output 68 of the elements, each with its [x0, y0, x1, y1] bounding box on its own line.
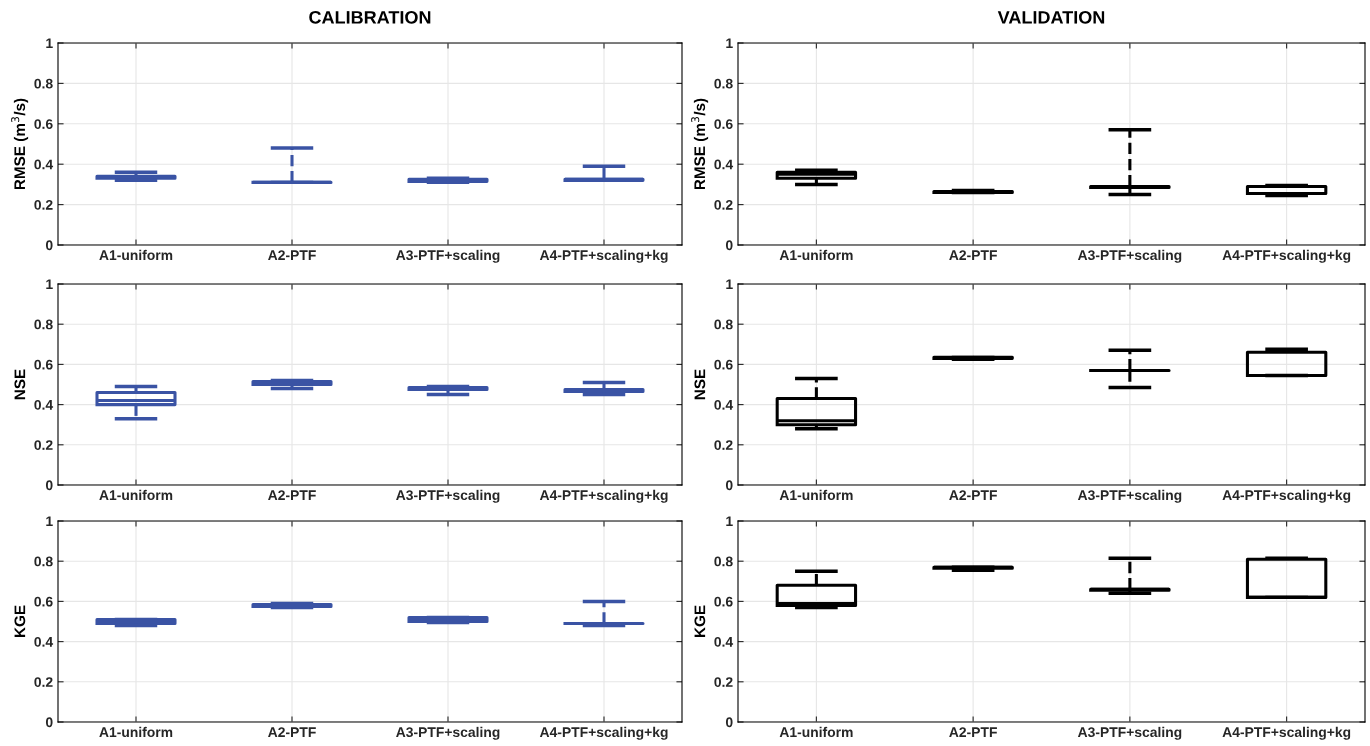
y-tick-label: 0	[725, 480, 733, 491]
y-tick-label: 0	[45, 717, 53, 728]
x-tick-label: A1-uniform	[99, 249, 173, 261]
y-tick-label: 0.8	[714, 319, 733, 330]
x-tick-label: A4-PTF+scaling+kg	[539, 489, 668, 503]
y-axis-title: KGE	[694, 605, 706, 638]
y-tick-label: 0.2	[34, 199, 53, 210]
x-tick-label: A2-PTF	[268, 727, 316, 737]
y-tick-label: 0.6	[714, 119, 733, 129]
y-tick-label: 0.4	[34, 399, 54, 410]
y-tick-label: 0.8	[34, 319, 53, 330]
y-tick-label: 1	[726, 279, 733, 290]
x-tick-label: A3-PTF+scaling	[1077, 489, 1182, 503]
x-tick-label: A2-PTF	[949, 727, 997, 737]
y-tick-label: 1	[726, 38, 733, 49]
y-tick-label: 1	[726, 516, 733, 527]
y-tick-label: 0.6	[714, 359, 733, 370]
y-tick-label: 0.4	[34, 159, 54, 170]
x-tick-label: A1-uniform	[779, 489, 853, 501]
x-tick-label: A2-PTF	[949, 250, 997, 260]
y-tick-label: 0.2	[34, 440, 53, 450]
x-tick-label: A1-uniform	[779, 249, 853, 261]
x-tick-label: A1-uniform	[99, 489, 173, 501]
y-axis-title: RMSE (m$^{3}$/s)	[691, 98, 709, 190]
x-tick-label: A3-PTF+scaling	[396, 489, 500, 503]
x-tick-label: A3-PTF+scaling	[1077, 726, 1182, 740]
y-axis-title: KGE	[14, 605, 26, 638]
y-axis-title: NSE	[14, 369, 26, 400]
y-tick-label: 0	[725, 717, 733, 728]
y-tick-label: 0.2	[714, 199, 733, 210]
x-tick-label: A3-PTF+scaling	[1077, 249, 1182, 263]
y-tick-label: 0.4	[714, 636, 734, 647]
y-tick-label: 0.6	[34, 359, 53, 370]
y-axis-title: NSE	[694, 369, 706, 400]
y-axis-title: RMSE (m$^{3}$/s)	[11, 98, 29, 190]
y-tick-label: 0	[45, 480, 53, 491]
y-tick-label: 0.6	[34, 596, 53, 607]
y-tick-label: 0.8	[34, 556, 53, 567]
x-tick-label: A1-uniform	[779, 726, 853, 738]
x-tick-label: A2-PTF	[949, 490, 997, 500]
y-tick-label: 0.4	[34, 636, 54, 647]
y-tick-label: 1	[46, 279, 53, 290]
y-tick-label: 0.8	[714, 556, 733, 567]
y-tick-label: 0.2	[714, 677, 733, 687]
x-tick-label: A2-PTF	[268, 490, 316, 500]
x-tick-label: A4-PTF+scaling+kg	[1222, 726, 1351, 740]
y-tick-label: 1	[46, 516, 53, 527]
y-tick-label: 0.2	[34, 677, 53, 687]
y-tick-label: 1	[46, 38, 53, 49]
y-tick-label: 0.4	[714, 399, 734, 410]
x-tick-label: A2-PTF	[268, 250, 316, 260]
y-tick-label: 0	[45, 240, 53, 251]
y-tick-label: 0.8	[34, 78, 53, 89]
y-tick-label: 0.2	[714, 440, 733, 450]
x-tick-label: A4-PTF+scaling+kg	[1222, 489, 1351, 503]
chart-title: CALIBRATION	[309, 10, 431, 24]
y-tick-label: 0.8	[714, 78, 733, 89]
y-tick-label: 0.4	[714, 159, 734, 170]
x-tick-label: A3-PTF+scaling	[396, 726, 500, 740]
y-tick-label: 0	[725, 240, 733, 251]
x-tick-label: A3-PTF+scaling	[396, 249, 500, 263]
y-tick-label: 0.6	[34, 119, 53, 129]
y-tick-label: 0.6	[714, 596, 733, 607]
x-tick-label: A4-PTF+scaling+kg	[1222, 249, 1351, 263]
x-tick-label: A1-uniform	[99, 726, 173, 738]
x-tick-label: A4-PTF+scaling+kg	[539, 726, 668, 740]
chart-title: VALIDATION	[997, 10, 1105, 24]
x-tick-label: A4-PTF+scaling+kg	[539, 249, 668, 263]
